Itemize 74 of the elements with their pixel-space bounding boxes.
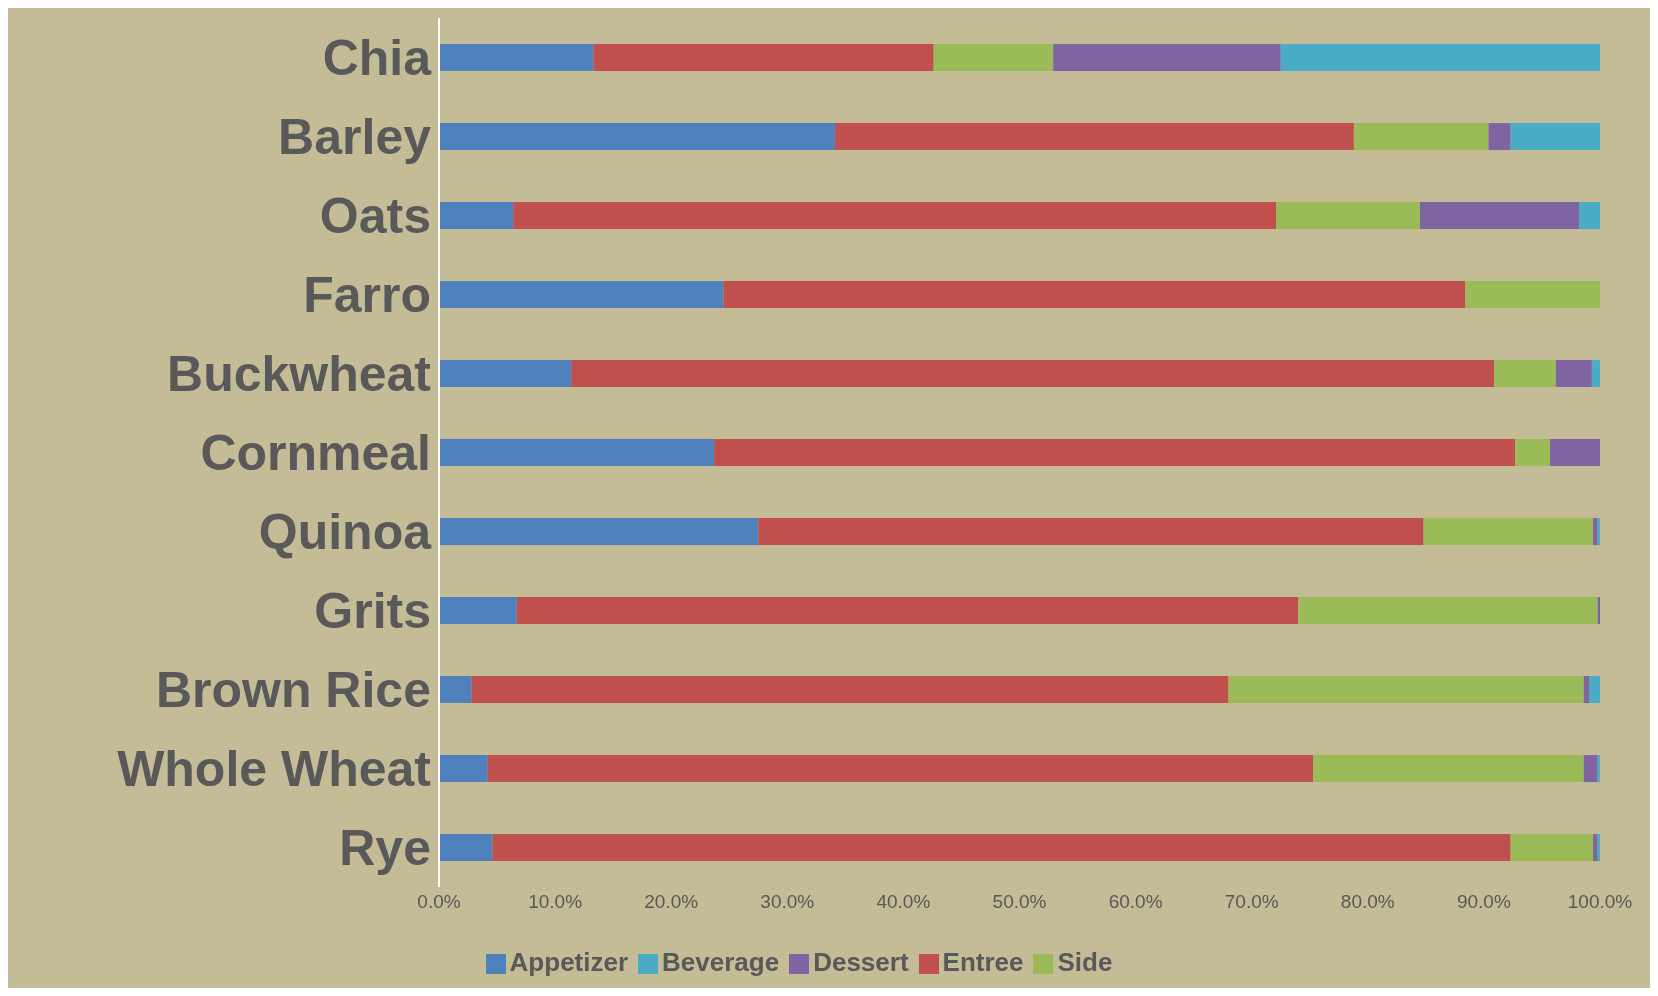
y-tick-label: Rye (339, 820, 431, 877)
y-tick-label: Grits (314, 583, 431, 640)
bar (516, 597, 1299, 625)
y-tick-label: Cornmeal (200, 425, 431, 482)
y-tick-label: Farro (303, 267, 431, 324)
bar (1053, 44, 1281, 72)
x-tick-label: 10.0% (528, 891, 583, 913)
bar (723, 281, 1466, 309)
bar (1298, 597, 1598, 625)
bar (1420, 202, 1580, 230)
x-tick-label: 80.0% (1340, 891, 1395, 913)
x-tick-label: 50.0% (992, 891, 1047, 913)
bar (593, 44, 934, 72)
bar (758, 518, 1424, 546)
bar (487, 755, 1314, 783)
bar (439, 202, 514, 230)
bar (1583, 676, 1590, 704)
x-tick-label: 100.0% (1567, 891, 1633, 913)
bar (1228, 676, 1584, 704)
legend-label: Appetizer (509, 947, 629, 977)
bar (571, 360, 1495, 388)
bar (1589, 676, 1600, 704)
x-tick-label: 90.0% (1456, 891, 1511, 913)
legend-label: Side (1057, 947, 1113, 977)
bar (439, 439, 715, 467)
bar (439, 44, 594, 72)
bar (714, 439, 1516, 467)
bar (933, 44, 1054, 72)
x-tick-label: 70.0% (1224, 891, 1279, 913)
bar (1280, 44, 1600, 72)
bar (1488, 123, 1511, 151)
bar (1276, 202, 1421, 230)
x-tick-label: 30.0% (760, 891, 815, 913)
y-tick-label: Buckwheat (167, 346, 432, 403)
legend-label: Entree (942, 947, 1024, 977)
x-tick-label: 60.0% (1108, 891, 1163, 913)
y-tick-label: Whole Wheat (117, 741, 432, 798)
bar (1555, 360, 1592, 388)
legend-label: Dessert (813, 947, 909, 977)
legend-label: Beverage (662, 947, 780, 977)
bar (439, 755, 488, 783)
bar (439, 597, 517, 625)
bar (439, 518, 759, 546)
bar (1515, 439, 1551, 467)
bar (1353, 123, 1489, 151)
bar (1583, 755, 1598, 783)
bar (471, 676, 1229, 704)
bar (1550, 439, 1600, 467)
bar (1510, 123, 1600, 151)
x-tick-label: 40.0% (876, 891, 931, 913)
y-tick-label: Quinoa (258, 504, 433, 561)
bar (1510, 834, 1594, 862)
bar (1494, 360, 1556, 388)
bar (1313, 755, 1584, 783)
bar (439, 281, 724, 309)
bar (1591, 360, 1600, 388)
bar (1465, 281, 1600, 309)
bar (1423, 518, 1594, 546)
bar (492, 834, 1511, 862)
bar (439, 360, 572, 388)
bar (1593, 834, 1598, 862)
x-tick-label: 0.0% (417, 891, 461, 913)
bar (834, 123, 1354, 151)
bar (439, 676, 472, 704)
bar (513, 202, 1277, 230)
bar (439, 123, 835, 151)
y-tick-label: Chia (322, 30, 433, 87)
bar (1593, 518, 1598, 546)
y-tick-label: Brown Rice (155, 662, 431, 719)
y-tick-label: Oats (319, 188, 431, 245)
y-tick-label: Barley (278, 109, 432, 166)
bar (1579, 202, 1600, 230)
bar (439, 834, 493, 862)
x-tick-label: 20.0% (644, 891, 699, 913)
